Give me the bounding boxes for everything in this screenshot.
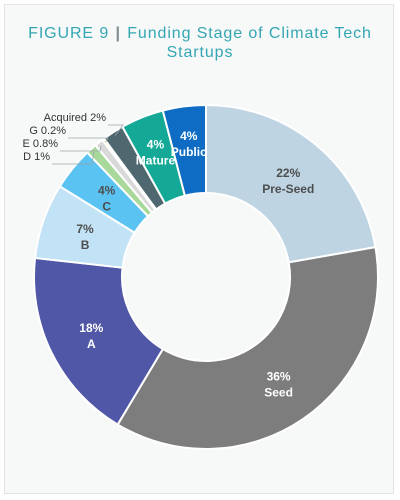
- value-label-b: 7%: [76, 222, 94, 236]
- leader-lines: [52, 124, 124, 165]
- leader-line-e: [60, 145, 102, 152]
- slice-public: [161, 103, 207, 197]
- value-label-c: 4%: [98, 183, 116, 197]
- slice-pre-seed: [205, 103, 377, 264]
- category-label-seed: Seed: [264, 385, 293, 399]
- category-label-a: A: [87, 337, 96, 351]
- slice-seed: [116, 245, 379, 450]
- outside-label-d: D 1%: [23, 151, 50, 163]
- category-label-mature: Mature: [136, 154, 176, 168]
- value-label-public: 4%: [180, 129, 198, 143]
- chart-title: FIGURE 9 | Funding Stage of Climate Tech…: [0, 24, 400, 62]
- title-separator: |: [115, 25, 121, 42]
- slice-a: [33, 256, 165, 426]
- figure-number: FIGURE 9: [28, 25, 110, 42]
- value-label-mature: 4%: [147, 138, 165, 152]
- title-line-1: Funding Stage of Climate Tech: [127, 25, 372, 42]
- value-label-seed: 36%: [267, 369, 291, 383]
- outside-label-e: E 0.8%: [23, 138, 59, 150]
- title-line-2: Startups: [166, 44, 234, 61]
- category-label-b: B: [81, 238, 90, 252]
- outside-label-g: G 0.2%: [29, 125, 66, 137]
- leader-line-g: [68, 137, 109, 143]
- donut-slices: [33, 103, 379, 450]
- category-label-pre-seed: Pre-Seed: [262, 182, 314, 196]
- leader-line-acquired: [108, 124, 124, 136]
- segment-labels: 22% Pre-Seed 36% Seed 18% A 7% B 4% C D 1%E 0.8%G …: [23, 112, 315, 399]
- value-label-pre-seed: 22%: [276, 166, 300, 180]
- category-label-public: Public: [171, 145, 207, 159]
- leader-line-d: [52, 151, 95, 165]
- category-label-c: C: [102, 199, 111, 213]
- outside-label-acquired: Acquired 2%: [44, 112, 107, 124]
- value-label-a: 18%: [79, 321, 103, 335]
